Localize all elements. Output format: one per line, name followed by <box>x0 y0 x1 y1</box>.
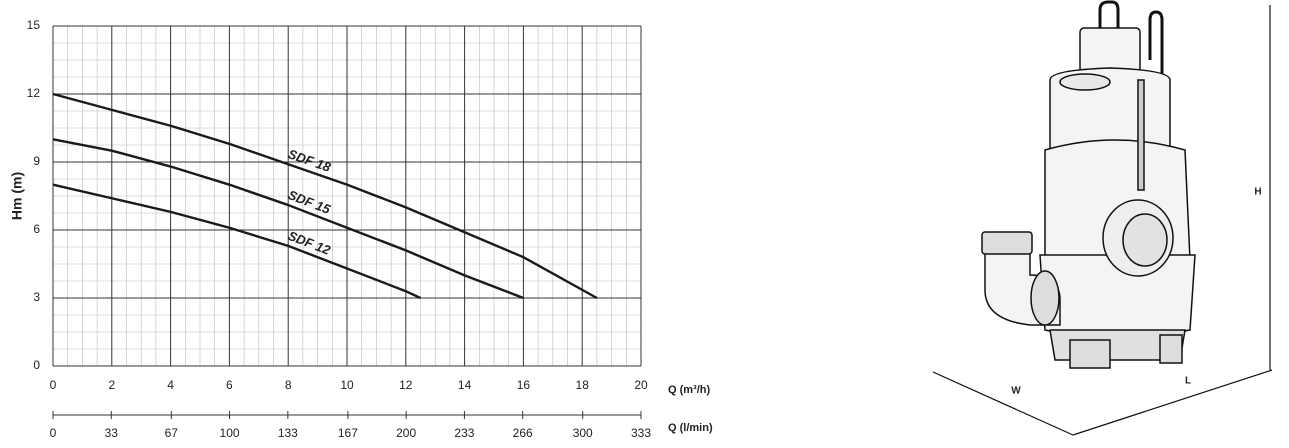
curve <box>52 92 598 300</box>
x-tick-label: 0 <box>50 378 57 392</box>
x2-tick-label: 67 <box>165 426 179 440</box>
dimension-lines <box>932 5 1273 436</box>
x2-tick-label: 300 <box>573 426 593 440</box>
x-tick-label: 20 <box>634 378 648 392</box>
x-tick-label: 6 <box>226 378 233 392</box>
x2-tick-label: 100 <box>220 426 240 440</box>
pump-drawing <box>981 0 1196 369</box>
x2-tick-label: 233 <box>454 426 474 440</box>
curve <box>52 183 422 300</box>
x-tick-label: 12 <box>399 378 413 392</box>
x2-tick-label: 167 <box>338 426 358 440</box>
y-axis-label: Hm (m) <box>9 172 25 220</box>
length-label: L <box>1185 376 1191 387</box>
height-label: H <box>1254 187 1261 198</box>
x2-tick-label: 33 <box>105 426 119 440</box>
x-tick-label: 8 <box>285 378 292 392</box>
width-label: W <box>1011 386 1021 397</box>
x2-tick-label: 333 <box>631 426 651 440</box>
x-tick-label: 10 <box>340 378 354 392</box>
y-tick-label: 12 <box>27 86 41 100</box>
x2-axis-label: Q (l/min) <box>668 422 713 434</box>
x-tick-label: 14 <box>458 378 472 392</box>
x2-tick-label: 0 <box>50 426 57 440</box>
y-tick-label: 6 <box>33 222 40 236</box>
y-tick-label: 9 <box>33 154 40 168</box>
x2-tick-label: 200 <box>396 426 416 440</box>
curve <box>52 138 524 300</box>
x-tick-label: 2 <box>108 378 115 392</box>
x-tick-label: 16 <box>517 378 531 392</box>
x-axis-label: Q (m³/h) <box>668 384 710 396</box>
x2-tick-label: 266 <box>513 426 533 440</box>
y-tick-label: 3 <box>33 290 40 304</box>
y-tick-label: 0 <box>33 358 40 372</box>
x2-tick-label: 133 <box>278 426 298 440</box>
x-tick-label: 18 <box>576 378 590 392</box>
x-tick-label: 4 <box>167 378 174 392</box>
y-tick-label: 15 <box>27 18 41 32</box>
